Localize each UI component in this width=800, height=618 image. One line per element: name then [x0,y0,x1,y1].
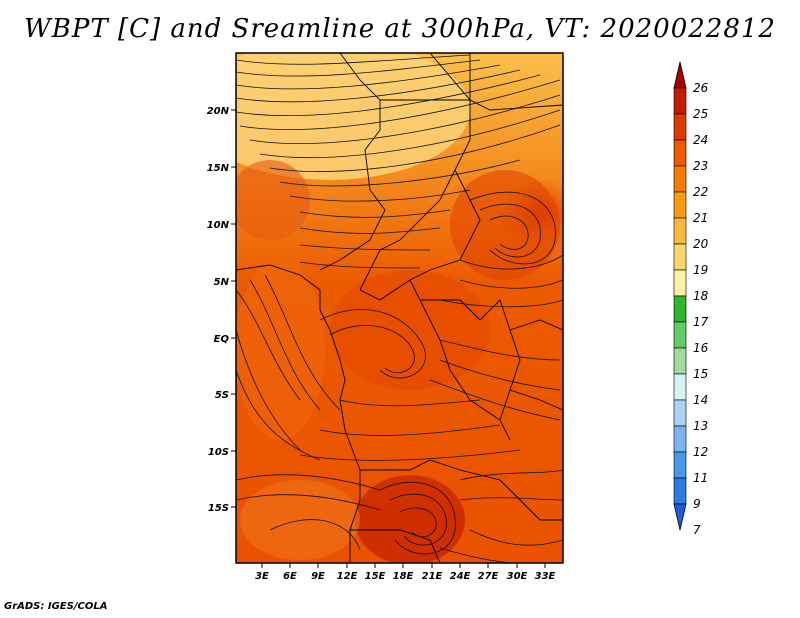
colorbar-swatch [673,165,687,193]
streamlines [236,54,563,563]
colorbar-swatch [673,295,687,323]
lon-label: 21E [422,571,443,582]
colorbar-label: 26 [693,81,709,95]
colorbar-label: 18 [693,289,709,303]
colorbar-label: 16 [693,341,709,355]
colorbar-label: 21 [693,211,708,225]
colorbar-swatch [673,399,687,427]
colorbar-swatch [673,373,687,401]
colorbar-label: 24 [693,133,708,147]
colorbar-labels: 26 25 24 23 22 21 20 19 18 17 16 15 14 13 12 11 9 7 [693,81,709,537]
lon-label: 3E [255,571,269,582]
colorbar-label: 7 [693,523,701,537]
colorbar-swatch [673,269,687,297]
lon-label: 6E [283,571,297,582]
chart-title: WBPT [C] and Sreamline at 300hPa, VT: 20… [24,14,776,44]
lon-label: 9E [311,571,325,582]
lon-label: 27E [478,571,499,582]
lon-label: 24E [450,571,471,582]
lon-label: 33E [535,571,556,582]
colorbar-swatch [673,451,687,479]
colorbar [673,61,687,531]
map-frame [235,52,564,564]
lat-label: 10S [208,447,229,458]
colorbar-swatch [673,347,687,375]
lon-label: 12E [337,571,358,582]
footer-credit: GrADS: IGES/COLA [4,601,108,612]
colorbar-label: 13 [693,419,708,433]
country-borders [236,53,563,563]
colorbar-label: 17 [693,315,709,329]
colorbar-bottom-arrow [673,503,687,531]
colorbar-label: 9 [693,497,701,511]
colorbar-swatch [673,113,687,141]
lat-label: 15S [208,503,229,514]
colorbar-swatch [673,243,687,271]
colorbar-swatch [673,191,687,219]
colorbar-swatch [673,477,687,505]
colorbar-swatch [673,139,687,167]
colorbar-label: 15 [693,367,708,381]
lat-label: 15N [207,163,230,174]
colorbar-label: 25 [693,107,708,121]
map-area [236,53,563,563]
colorbar-swatch [673,87,687,115]
colorbar-label: 11 [693,471,708,485]
lat-label: 20N [207,106,230,117]
lat-label: EQ [214,334,230,345]
lon-label: 15E [365,571,386,582]
colorbar-swatch [673,321,687,349]
colorbar-swatch [673,425,687,453]
lon-label: 18E [393,571,414,582]
colorbar-top-arrow [673,61,687,89]
colorbar-label: 23 [693,159,708,173]
colorbar-label: 19 [693,263,708,277]
colorbar-label: 22 [693,185,708,199]
lat-label: 5S [215,390,229,401]
colorbar-swatch [673,217,687,245]
lon-label: 30E [507,571,528,582]
colorbar-label: 12 [693,445,708,459]
colorbar-label: 20 [693,237,709,251]
lat-label: 5N [214,277,230,288]
lat-label: 10N [207,220,230,231]
colorbar-label: 14 [693,393,708,407]
